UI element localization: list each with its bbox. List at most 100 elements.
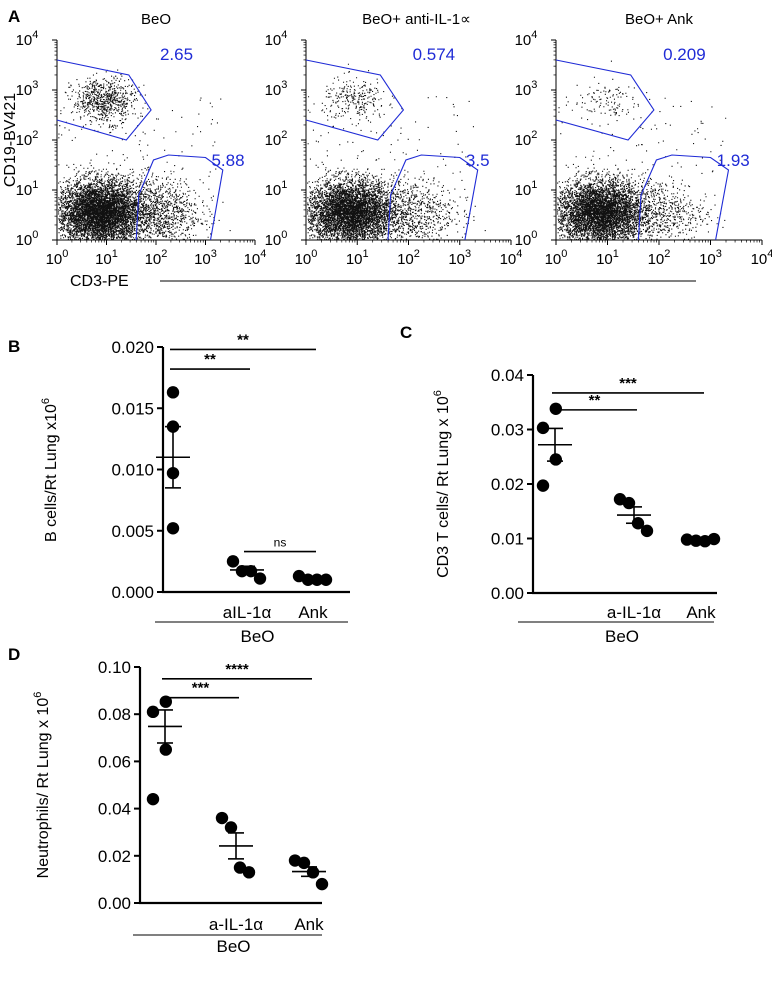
t-gate-value: 5.88 bbox=[211, 151, 244, 170]
flow-y-tick-label: 104 bbox=[16, 29, 39, 49]
flow-x-tick-label: 102 bbox=[648, 248, 671, 268]
data-point bbox=[549, 402, 562, 415]
flow-x-tick-label: 104 bbox=[244, 248, 267, 268]
y-axis-label: CD3 T cells/ Rt Lung x 106 bbox=[432, 390, 452, 578]
flow-y-tick-exp: 4 bbox=[531, 29, 537, 41]
flow-y-tick-label: 101 bbox=[265, 179, 288, 199]
panel-label-d: D bbox=[8, 645, 20, 664]
flow-y-tick-exp: 0 bbox=[281, 229, 287, 241]
b-cell-gate bbox=[56, 59, 152, 141]
significance-label: ns bbox=[274, 536, 287, 550]
panel-label-a: A bbox=[8, 7, 20, 26]
flow-y-tick-label: 100 bbox=[515, 229, 538, 249]
flow-y-tick-exp: 1 bbox=[32, 179, 38, 191]
data-point bbox=[536, 421, 550, 435]
data-point bbox=[166, 386, 180, 399]
flow-y-tick-exp: 2 bbox=[32, 129, 38, 141]
flow-x-tick-exp: 1 bbox=[363, 248, 369, 260]
y-tick-label: 0.10 bbox=[98, 658, 131, 677]
data-point bbox=[146, 792, 160, 806]
panel-label-b: B bbox=[8, 337, 20, 356]
flow-y-tick-exp: 2 bbox=[531, 129, 537, 141]
data-point bbox=[253, 572, 267, 585]
flow-y-axis-label: CD19-BV421 bbox=[2, 93, 19, 187]
data-point bbox=[166, 522, 180, 535]
flow-y-tick-exp: 3 bbox=[531, 79, 537, 91]
y-tick-label: 0.01 bbox=[491, 530, 524, 549]
y-tick-label: 0.02 bbox=[491, 475, 524, 494]
y-axis-label: Neutrophils/ Rt Lung x 106 bbox=[32, 692, 52, 879]
flow-title: BeO+ Ank bbox=[625, 11, 693, 28]
group-label: BeO bbox=[605, 627, 639, 646]
data-point bbox=[242, 866, 256, 879]
flow-x-tick-exp: 0 bbox=[311, 248, 317, 260]
flow-x-tick-exp: 3 bbox=[465, 248, 471, 260]
data-point bbox=[226, 555, 240, 568]
significance-label: *** bbox=[619, 375, 637, 392]
flow-y-tick-exp: 0 bbox=[32, 229, 38, 241]
group-label: BeO bbox=[240, 627, 274, 646]
t-cell-gate bbox=[387, 154, 479, 241]
flow-x-tick-label: 100 bbox=[46, 248, 69, 268]
dot-plot-d: 0.00 0.02 0.04 0.06 0.08 0.10 Neutrophils/ Rt … bbox=[32, 658, 329, 956]
category-label: Ank bbox=[686, 603, 716, 622]
flow-title: BeO+ anti-IL-1∝ bbox=[362, 11, 471, 28]
panel-label-c: C bbox=[400, 323, 412, 342]
flow-x-tick-exp: 4 bbox=[767, 248, 772, 260]
flow-x-tick-label: 104 bbox=[500, 248, 523, 268]
flow-x-tick-exp: 4 bbox=[260, 248, 266, 260]
flow-y-tick-exp: 4 bbox=[32, 29, 38, 41]
flow-events bbox=[307, 63, 486, 241]
flow-x-tick-label: 103 bbox=[699, 248, 722, 268]
flow-x-axis-label: CD3-PE bbox=[70, 273, 129, 290]
t-cell-gate bbox=[135, 154, 224, 241]
flow-x-tick-label: 104 bbox=[751, 248, 772, 268]
b-cell-gate bbox=[305, 59, 405, 141]
flow-x-tick-exp: 0 bbox=[62, 248, 68, 260]
flow-events bbox=[557, 60, 727, 241]
flow-y-tick-label: 100 bbox=[16, 229, 39, 249]
flow-x-tick-label: 101 bbox=[596, 248, 619, 268]
y-tick-label: 0.000 bbox=[111, 583, 154, 602]
flow-y-tick-exp: 1 bbox=[531, 179, 537, 191]
flow-y-tick-exp: 4 bbox=[281, 29, 287, 41]
flow-x-tick-label: 103 bbox=[448, 248, 471, 268]
flow-y-tick-label: 103 bbox=[265, 79, 288, 99]
flow-x-tick-label: 102 bbox=[397, 248, 420, 268]
flow-x-tick-exp: 2 bbox=[161, 248, 167, 260]
category-label: a-IL-1α bbox=[209, 915, 263, 934]
y-tick-label: 0.005 bbox=[111, 522, 154, 541]
flow-y-tick-label: 101 bbox=[515, 179, 538, 199]
flow-y-tick-label: 101 bbox=[16, 179, 39, 199]
dot-plot-c: 0.00 0.01 0.02 0.03 0.04 CD3 T cells/ Rt Lung… bbox=[432, 366, 721, 646]
flow-plot-2: BeO+ anti-IL-1∝1001001011011021021031031… bbox=[265, 11, 523, 268]
flow-y-tick-label: 103 bbox=[16, 79, 39, 99]
flow-y-tick-exp: 3 bbox=[281, 79, 287, 91]
flow-x-tick-label: 100 bbox=[545, 248, 568, 268]
b-cell-gate bbox=[555, 59, 655, 141]
y-tick-label: 0.04 bbox=[98, 800, 131, 819]
data-point bbox=[159, 695, 172, 708]
significance-label: ** bbox=[204, 351, 216, 368]
y-axis-label-exp: 6 bbox=[40, 398, 52, 404]
data-point bbox=[315, 877, 329, 891]
y-tick-label: 0.04 bbox=[491, 366, 524, 385]
flow-x-tick-exp: 1 bbox=[112, 248, 118, 260]
significance-label: ** bbox=[589, 392, 601, 409]
flow-x-tick-exp: 3 bbox=[716, 248, 722, 260]
data-point bbox=[640, 524, 654, 538]
y-tick-label: 0.00 bbox=[491, 584, 524, 603]
significance-label: **** bbox=[225, 661, 249, 678]
data-point bbox=[146, 705, 160, 719]
group-label: BeO bbox=[216, 937, 250, 956]
flow-x-tick-exp: 0 bbox=[561, 248, 567, 260]
flow-x-tick-exp: 3 bbox=[211, 248, 217, 260]
data-point bbox=[159, 743, 172, 756]
significance-label: ** bbox=[237, 331, 249, 348]
flow-y-tick-label: 100 bbox=[265, 229, 288, 249]
data-point bbox=[224, 821, 238, 834]
t-cell-gate bbox=[637, 154, 730, 241]
flow-x-tick-exp: 4 bbox=[516, 248, 522, 260]
flow-y-tick-label: 103 bbox=[515, 79, 538, 99]
